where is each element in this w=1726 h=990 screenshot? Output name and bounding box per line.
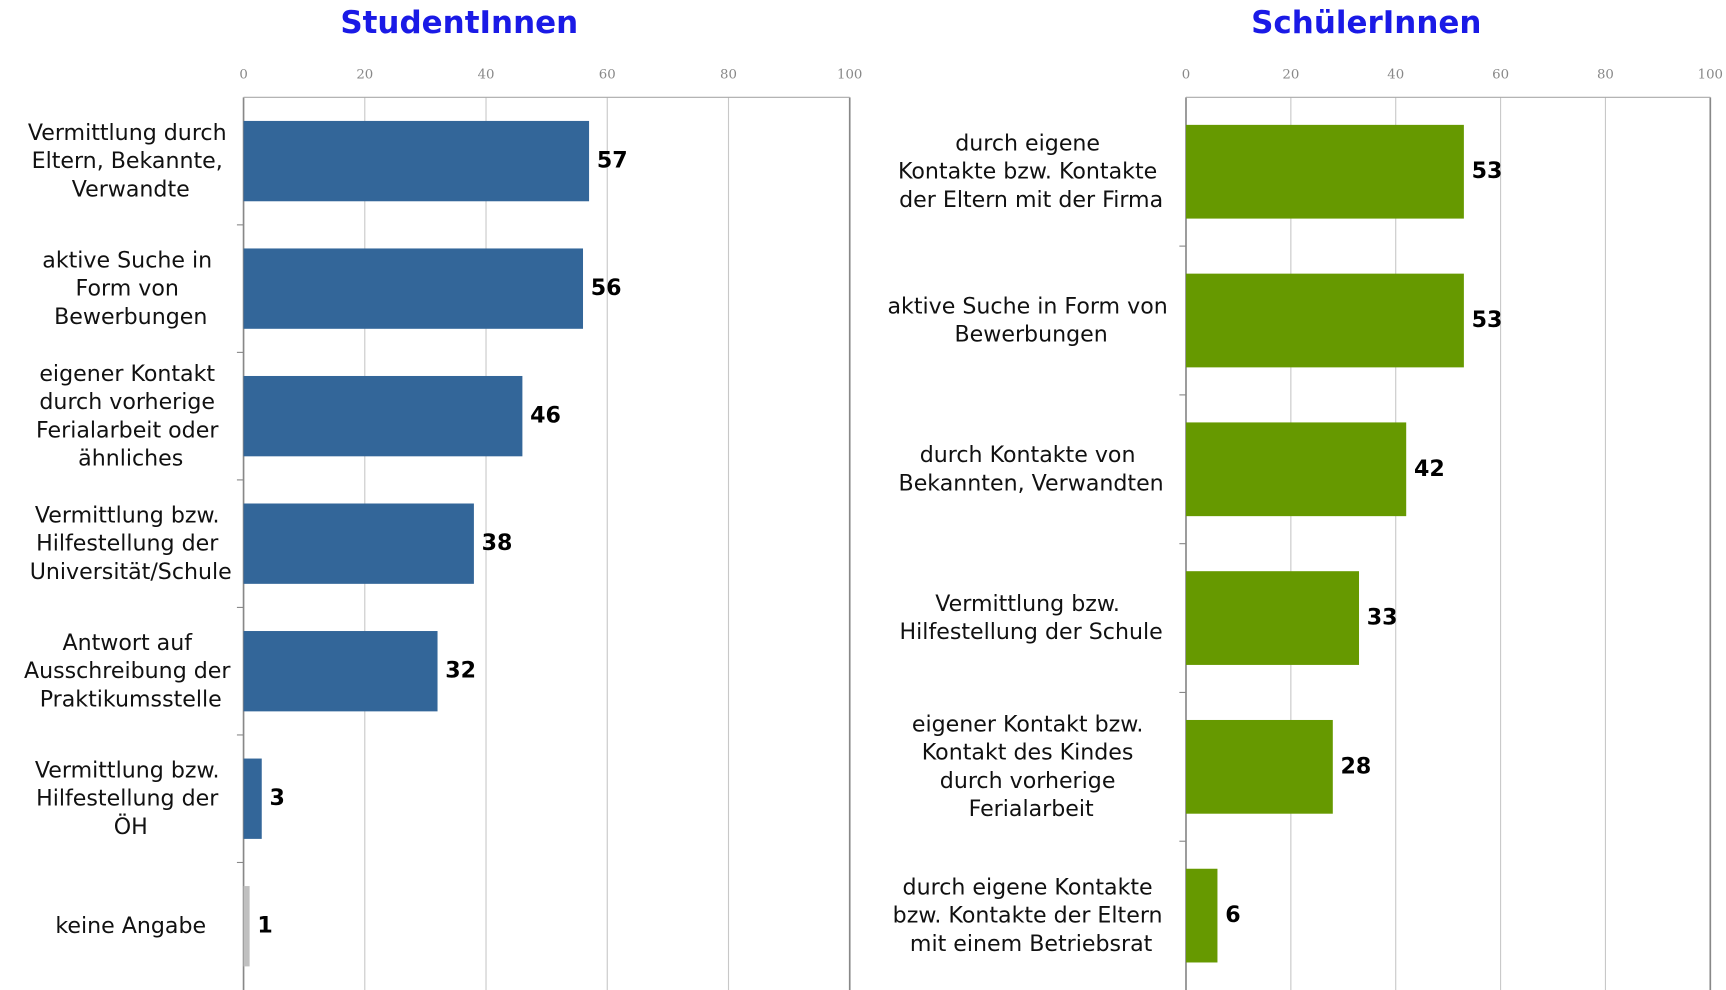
bar — [243, 886, 250, 967]
x-tick-label: 60 — [1492, 68, 1509, 83]
value-label: 6 — [1225, 902, 1240, 928]
category-label: durch Kontakte von Bekannten, Verwandten — [899, 442, 1164, 496]
bar — [1185, 273, 1464, 368]
bar — [243, 248, 584, 329]
bar — [1185, 124, 1464, 219]
category-label: durch eigene Kontakte bzw. Kontakte der … — [898, 130, 1164, 212]
value-label: 3 — [269, 785, 284, 811]
bar — [1185, 719, 1333, 814]
value-label: 1 — [257, 913, 272, 939]
chart-title: SchülerInnen — [1251, 5, 1481, 41]
value-label: 46 — [530, 403, 561, 429]
bar — [1185, 571, 1360, 665]
value-label: 33 — [1367, 605, 1398, 631]
value-label: 42 — [1414, 456, 1445, 482]
x-tick-label: 40 — [478, 68, 495, 83]
x-tick-label: 0 — [1182, 68, 1190, 83]
category-label: eigener Kontakt bzw. Kontakt des Kindes … — [912, 711, 1151, 822]
bar — [243, 503, 474, 584]
value-label: 53 — [1472, 158, 1503, 184]
value-label: 38 — [482, 530, 513, 556]
bar — [243, 120, 590, 202]
category-label: Vermittlung durch Eltern, Bekannte, Verw… — [28, 119, 234, 201]
x-tick-label: 40 — [1387, 68, 1404, 83]
value-label: 28 — [1341, 753, 1372, 779]
x-tick-label: 20 — [1282, 68, 1299, 83]
x-tick-label: 0 — [239, 68, 247, 83]
value-label: 57 — [597, 148, 628, 174]
chart-title: StudentInnen — [340, 5, 578, 41]
category-label: keine Angabe — [55, 913, 206, 939]
value-label: 32 — [445, 658, 476, 684]
category-label: Vermittlung bzw. Hilfestellung der ÖH — [35, 757, 227, 839]
x-tick-label: 100 — [1698, 68, 1723, 83]
x-tick-label: 20 — [356, 68, 373, 83]
bar — [243, 758, 262, 839]
bar — [1185, 868, 1218, 963]
category-label: durch eigene Kontakte bzw. Kontakte der … — [893, 874, 1170, 956]
x-tick-label: 80 — [720, 68, 737, 83]
bar — [1185, 422, 1407, 517]
bar — [243, 631, 438, 712]
bar — [243, 375, 523, 457]
category-label: Vermittlung bzw. Hilfestellung der Schul… — [900, 590, 1163, 644]
category-label: aktive Suche in Form von Bewerbungen — [42, 247, 219, 329]
category-label: Vermittlung bzw. Hilfestellung der Unive… — [30, 502, 232, 584]
x-tick-label: 80 — [1597, 68, 1614, 83]
x-tick-label: 60 — [599, 68, 616, 83]
category-label: eigener Kontakt durch vorherige Ferialar… — [36, 360, 225, 471]
value-label: 53 — [1472, 307, 1503, 333]
category-label: aktive Suche in Form von Bewerbungen — [887, 293, 1174, 347]
value-label: 56 — [591, 275, 622, 301]
x-tick-label: 100 — [837, 68, 862, 83]
category-label: Antwort auf Ausschreibung der Praktikums… — [24, 629, 238, 711]
